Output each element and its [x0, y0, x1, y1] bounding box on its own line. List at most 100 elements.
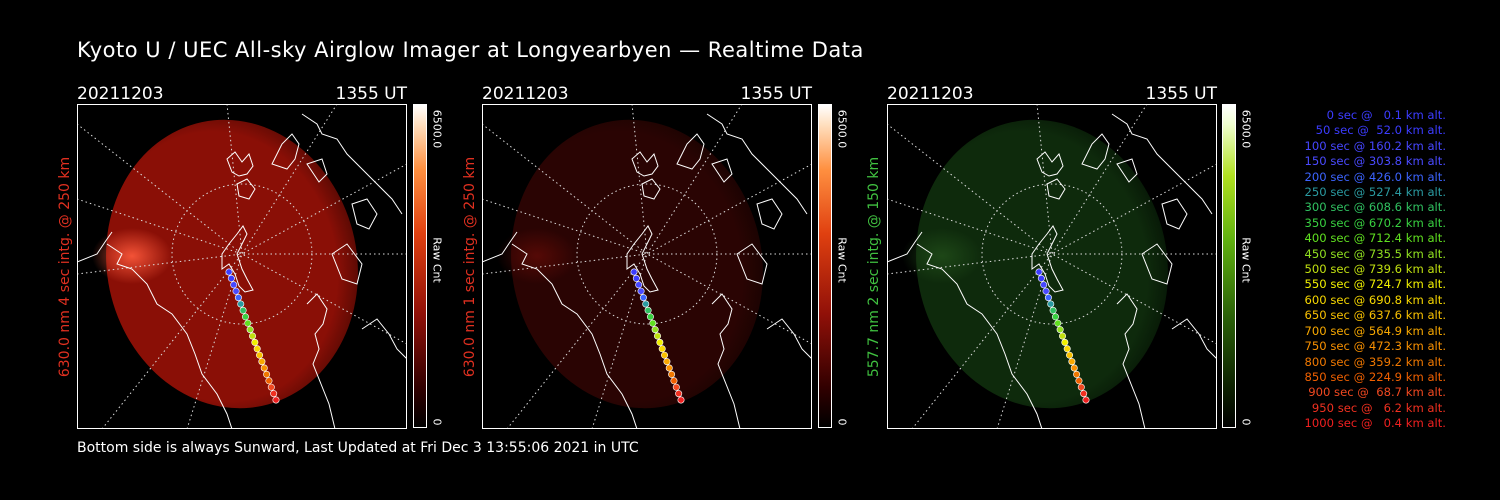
- coastline: [1031, 225, 1064, 293]
- panel-1-cmin-text: 0: [430, 418, 444, 426]
- trajectory-point: [1075, 377, 1083, 385]
- panel-3-date: 20211203: [887, 84, 974, 104]
- panel-frame: [887, 104, 1217, 429]
- trajectory-point: [1082, 396, 1090, 404]
- coastlines: [482, 113, 812, 429]
- trajectory-point: [258, 358, 266, 366]
- coastline: [1111, 113, 1213, 215]
- trajectory-point: [227, 274, 235, 282]
- coastline: [711, 158, 733, 183]
- panel-2-wavelength-label: 630.0 nm 1 sec intg. @ 250 km: [460, 106, 480, 428]
- latlon-grid: [77, 104, 407, 429]
- trajectory-legend-row: 850 sec @ 224.9 km alt.: [1304, 369, 1446, 384]
- trajectory-legend-row: 700 sec @ 564.9 km alt.: [1304, 323, 1446, 338]
- trajectory-point: [253, 345, 261, 353]
- trajectory-point: [1051, 313, 1059, 321]
- panel-2-label-text: 630.0 nm 1 sec intg. @ 250 km: [462, 156, 478, 378]
- coastline: [766, 318, 812, 360]
- trajectory-point: [663, 358, 671, 366]
- coastline: [756, 198, 783, 230]
- coastline: [221, 225, 254, 293]
- coastline: [226, 151, 254, 177]
- aurora-hotspot: [902, 228, 982, 284]
- coastline: [1046, 178, 1066, 200]
- trajectory-point: [635, 281, 643, 289]
- trajectory-point: [1073, 370, 1081, 378]
- grid-line: [887, 253, 1053, 275]
- trajectory-point: [658, 345, 666, 353]
- trajectory-point: [1040, 281, 1048, 289]
- coastline: [306, 158, 328, 183]
- coastline: [77, 231, 113, 263]
- panel-2-cmin-text: 0: [835, 418, 849, 426]
- panel-1-label-text: 630.0 nm 4 sec intg. @ 250 km: [57, 156, 73, 378]
- panel-3-colorbar-max: 6500.0: [1239, 104, 1253, 154]
- allsky-glow: [106, 119, 358, 409]
- trajectory-point: [1042, 287, 1050, 295]
- coastline: [1116, 158, 1138, 183]
- trajectory-legend-row: 400 sec @ 712.4 km alt.: [1304, 231, 1446, 246]
- panel-1-time: 1355 UT: [335, 84, 408, 104]
- coastline: [331, 243, 363, 285]
- panel-3-time: 1355 UT: [1145, 84, 1218, 104]
- trajectory-legend-row: 600 sec @ 690.8 km alt.: [1304, 292, 1446, 307]
- rocket-trajectory: [630, 268, 685, 404]
- panel-3-allsky-image: [887, 104, 1217, 429]
- allsky-glow: [511, 119, 763, 409]
- panel-3-cmax-text: 6500.0: [1239, 109, 1253, 149]
- trajectory-point: [267, 383, 275, 391]
- coastline: [351, 198, 378, 230]
- trajectory-legend-row: 800 sec @ 359.2 km alt.: [1304, 354, 1446, 369]
- panel-3-unit-text: Raw Cnt: [1239, 237, 1253, 283]
- trajectory-point: [244, 319, 252, 327]
- coastline: [306, 293, 336, 429]
- trajectory-legend-row: 500 sec @ 739.6 km alt.: [1304, 262, 1446, 277]
- coastline: [676, 133, 705, 170]
- trajectory-point: [677, 396, 685, 404]
- rocket-trajectory: [1035, 268, 1090, 404]
- coastline: [1081, 133, 1110, 170]
- coastline: [736, 243, 768, 285]
- grid-line: [911, 253, 1053, 429]
- coastline: [916, 243, 1043, 429]
- trajectory-point: [1066, 351, 1074, 359]
- grid-circle: [576, 183, 718, 325]
- panel-2: 20211203 1355 UT: [482, 84, 812, 429]
- panel-1-unit-text: Raw Cnt: [430, 237, 444, 283]
- trajectory-point: [665, 364, 673, 372]
- trajectory-point: [630, 268, 638, 276]
- coastline: [1116, 293, 1146, 429]
- coastline: [236, 178, 256, 200]
- trajectory-point: [646, 313, 654, 321]
- trajectory-point: [651, 326, 659, 334]
- trajectory-point: [672, 383, 680, 391]
- trajectory-point: [639, 294, 647, 302]
- coastline: [1141, 243, 1173, 285]
- trajectory-point: [632, 274, 640, 282]
- trajectory-point: [232, 287, 240, 295]
- grid-line: [77, 198, 243, 255]
- coastlines: [887, 113, 1217, 429]
- panel-2-date: 20211203: [482, 84, 569, 104]
- trajectory-point: [256, 351, 264, 359]
- trajectory-point: [637, 287, 645, 295]
- allsky-glow: [916, 119, 1168, 409]
- panel-3-wavelength-label: 557.7 nm 2 sec intg. @ 150 km: [864, 106, 884, 428]
- panel-2-allsky-image: [482, 104, 812, 429]
- grid-line: [482, 253, 648, 275]
- trajectory-point: [1068, 358, 1076, 366]
- trajectory-point: [1070, 364, 1078, 372]
- trajectory-legend-row: 950 sec @ 6.2 km alt.: [1311, 400, 1446, 415]
- trajectory-legend: 0 sec @ 0.1 km alt. 50 sec @ 52.0 km alt.…: [1256, 108, 1446, 432]
- coastline: [511, 243, 638, 429]
- trajectory-legend-row: 200 sec @ 426.0 km alt.: [1304, 169, 1446, 184]
- panel-frame: [77, 104, 407, 429]
- trajectory-point: [644, 306, 652, 314]
- trajectory-point: [241, 313, 249, 321]
- coastline: [361, 318, 407, 360]
- panel-1-cmax-text: 6500.0: [430, 109, 444, 149]
- coastline: [887, 231, 923, 263]
- trajectory-point: [642, 300, 650, 308]
- trajectory-point: [661, 351, 669, 359]
- trajectory-point: [265, 377, 273, 385]
